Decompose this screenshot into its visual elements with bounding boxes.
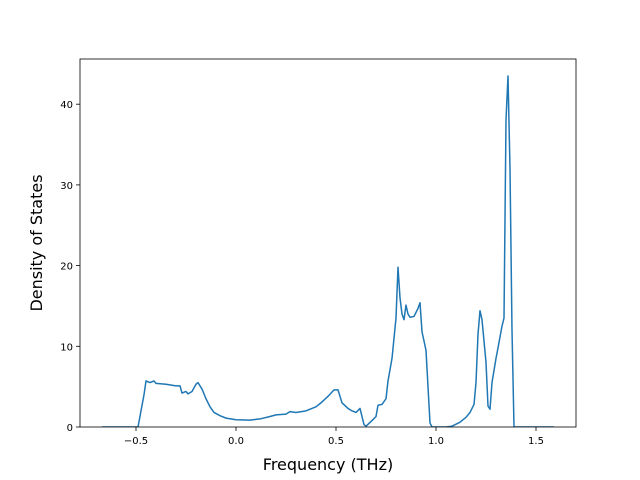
y-tick-label: 40 [60, 100, 73, 111]
x-axis-label: Frequency (THz) [263, 455, 393, 474]
x-tick-label: 1.0 [428, 436, 444, 447]
x-tick-label: 1.5 [528, 436, 544, 447]
data-line [102, 75, 554, 427]
x-tick-label: −0.5 [124, 436, 148, 447]
x-tick-label: 0.5 [328, 436, 344, 447]
y-tick-label: 0 [67, 423, 73, 434]
y-axis-label: Density of States [27, 174, 46, 311]
y-tick-label: 10 [60, 342, 73, 353]
plot-frame [79, 58, 577, 428]
y-tick-label: 20 [60, 262, 73, 273]
y-tick-label: 30 [60, 181, 73, 192]
x-tick-label: 0.0 [228, 436, 244, 447]
